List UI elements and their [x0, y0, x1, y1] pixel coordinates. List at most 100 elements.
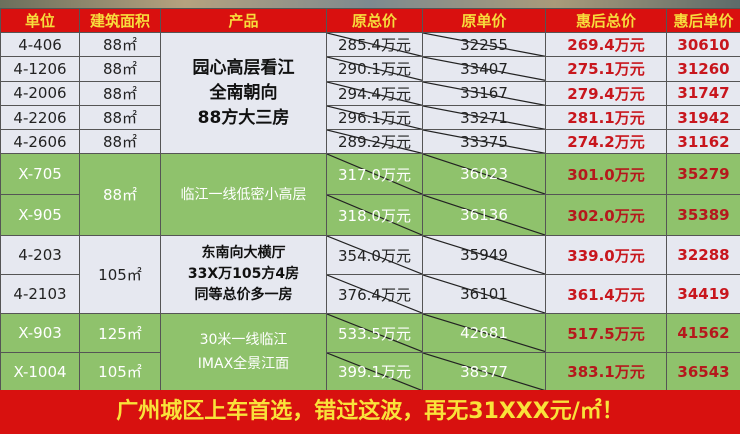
original-unit-price: 36136	[460, 206, 508, 225]
original-unit-price: 36023	[460, 165, 508, 184]
discount-total-cell: 281.1万元	[545, 104, 667, 131]
product-line: 园心高层看江	[192, 57, 295, 78]
discount-total-cell: 279.4万元	[545, 80, 667, 106]
strikethrough-line	[423, 82, 545, 105]
original-unit-price-cell: 33375	[422, 129, 546, 155]
original-unit-price-cell: 36101	[422, 274, 546, 315]
area-cell: 125㎡	[79, 313, 161, 353]
discount-unit-price-cell: 32288	[666, 235, 740, 276]
strikethrough-line	[327, 106, 422, 129]
discount-total-cell: 383.1万元	[545, 351, 667, 392]
table-row: X-903 125㎡ 30米一线临江 IMAX全景江面 533.5万元 42681 517.…	[0, 313, 740, 392]
strikethrough-line	[327, 130, 422, 153]
unit-cell: 4-2606	[0, 129, 80, 155]
area-cell: 88㎡	[79, 80, 161, 106]
area-cell: 105㎡	[79, 351, 161, 392]
table-row: 4-2206 88㎡ 296.1万元 33271 281.1万元 31942	[0, 104, 740, 131]
area-cell: 105㎡	[79, 235, 161, 315]
unit-cell: X-1004	[0, 351, 80, 392]
strikethrough-line	[423, 154, 545, 194]
strikethrough-line	[423, 353, 545, 391]
header-area: 建筑面积	[79, 8, 161, 33]
discount-unit-price-cell: 35279	[666, 153, 740, 196]
strikethrough-line	[327, 275, 422, 313]
header-original-total: 原总价	[326, 8, 423, 33]
unit-cell: X-905	[0, 194, 80, 237]
discount-total-cell: 301.0万元	[545, 153, 667, 196]
product-line: 88方大三房	[197, 107, 290, 128]
discount-unit-price-cell: 31942	[666, 104, 740, 131]
product-description: 30米一线临江 IMAX全景江面	[160, 313, 327, 392]
original-total: 294.4万元	[338, 84, 411, 103]
strikethrough-line	[423, 106, 545, 129]
original-total-cell: 399.1万元	[326, 351, 423, 392]
price-table: 单位 建筑面积 产品 原总价 原单价 惠后总价 惠后单价 4-406 88㎡ 园心高…	[0, 8, 740, 392]
header-discount-total: 惠后总价	[545, 8, 667, 33]
original-total: 290.1万元	[338, 60, 411, 79]
area-cell: 88㎡	[79, 56, 161, 82]
strikethrough-line	[423, 195, 545, 235]
strikethrough-line	[423, 57, 545, 80]
original-total: 376.4万元	[338, 285, 411, 304]
original-unit-price: 36101	[460, 285, 508, 304]
original-unit-price-cell: 33407	[422, 56, 546, 82]
background-photo-strip	[0, 0, 740, 8]
original-unit-price-cell: 42681	[422, 313, 546, 353]
original-unit-price-cell: 36023	[422, 153, 546, 196]
discount-total-cell: 361.4万元	[545, 274, 667, 315]
original-unit-price: 38377	[460, 362, 508, 381]
discount-unit-price-cell: 31747	[666, 80, 740, 106]
original-total-cell: 318.0万元	[326, 194, 423, 237]
discount-total-cell: 302.0万元	[545, 194, 667, 237]
discount-unit-price-cell: 34419	[666, 274, 740, 315]
table-header: 单位 建筑面积 产品 原总价 原单价 惠后总价 惠后单价	[0, 8, 740, 33]
original-total-cell: 289.2万元	[326, 129, 423, 155]
original-unit-price-cell: 33271	[422, 104, 546, 131]
unit-cell: 4-406	[0, 31, 80, 58]
original-unit-price: 35949	[460, 246, 508, 265]
original-total-cell: 290.1万元	[326, 56, 423, 82]
product-description: 东南向大横厅 33X万105方4房 同等总价多一房	[160, 235, 327, 315]
strikethrough-line	[423, 275, 545, 313]
original-total-cell: 294.4万元	[326, 80, 423, 106]
product-line: 全南朝向	[209, 82, 278, 103]
product-description: 园心高层看江 全南朝向 88方大三房	[160, 31, 327, 155]
original-total-cell: 317.0万元	[326, 153, 423, 196]
product-line: 东南向大横厅	[201, 245, 286, 262]
original-unit-price-cell: 38377	[422, 351, 546, 392]
discount-total-cell: 517.5万元	[545, 313, 667, 353]
strikethrough-line	[423, 314, 545, 352]
discount-unit-price-cell: 36543	[666, 351, 740, 392]
unit-cell: 4-2006	[0, 80, 80, 106]
original-unit-price: 42681	[460, 324, 508, 343]
unit-cell: 4-2103	[0, 274, 80, 315]
product-description: 临江一线低密小高层	[160, 153, 327, 237]
table-row: 4-2606 88㎡ 289.2万元 33375 274.2万元 31162	[0, 129, 740, 155]
strikethrough-line	[327, 195, 422, 235]
area-cell: 88㎡	[79, 153, 161, 237]
area-cell: 88㎡	[79, 104, 161, 131]
original-unit-price: 33271	[460, 108, 508, 127]
original-unit-price-cell: 35949	[422, 235, 546, 276]
original-total: 317.0万元	[338, 165, 411, 184]
table-row: 4-203 105㎡ 东南向大横厅 33X万105方4房 同等总价多一房 354.0万元 3…	[0, 235, 740, 315]
original-total-cell: 285.4万元	[326, 31, 423, 58]
product-line: 同等总价多一房	[194, 287, 293, 304]
original-total: 354.0万元	[338, 246, 411, 265]
strikethrough-line	[327, 154, 422, 194]
strikethrough-line	[327, 314, 422, 352]
table-row: 4-406 88㎡ 园心高层看江 全南朝向 88方大三房 285.4万元 32255 269.…	[0, 31, 740, 155]
discount-unit-price-cell: 30610	[666, 31, 740, 58]
original-unit-price-cell: 36136	[422, 194, 546, 237]
header-unit: 单位	[0, 8, 80, 33]
discount-unit-price-cell: 41562	[666, 313, 740, 353]
discount-total-cell: 269.4万元	[545, 31, 667, 58]
original-total-cell: 376.4万元	[326, 274, 423, 315]
table-row: X-905 318.0万元 36136 302.0万元 35389	[0, 194, 740, 237]
original-total: 296.1万元	[338, 109, 411, 128]
area-cell: 88㎡	[79, 31, 161, 58]
original-total-cell: 354.0万元	[326, 235, 423, 276]
header-product: 产品	[160, 8, 327, 33]
strikethrough-line	[423, 130, 545, 153]
discount-unit-price-cell: 31260	[666, 56, 740, 82]
